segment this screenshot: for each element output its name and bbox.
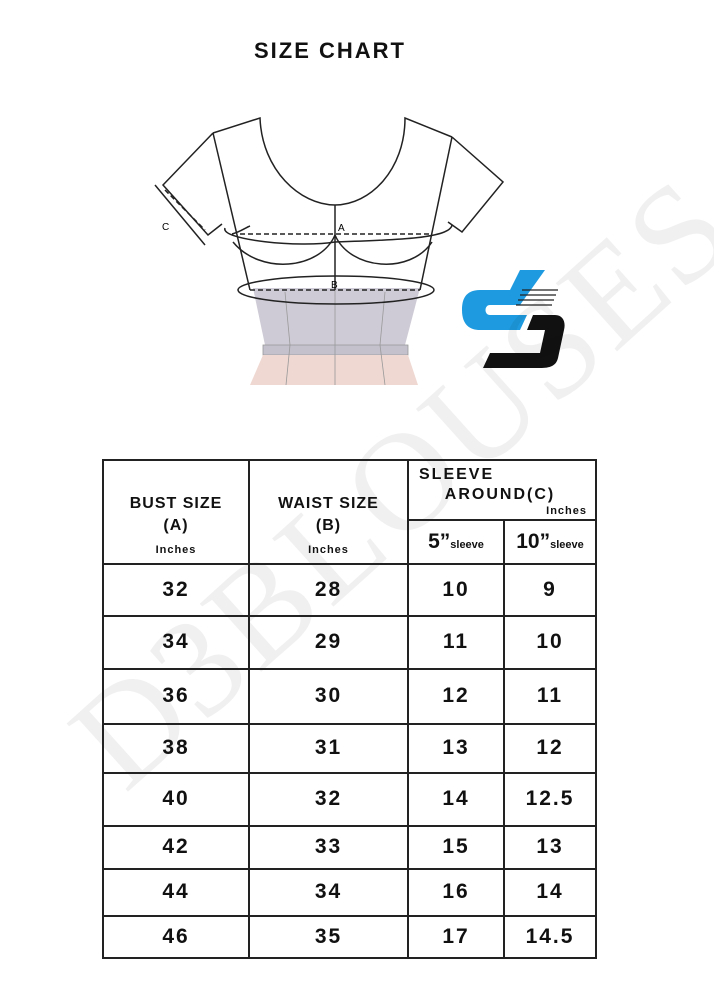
table-cell: 14	[503, 867, 597, 917]
table-cell: 17	[407, 914, 505, 959]
table-cell: 36	[102, 667, 250, 725]
size-table: BUST SIZE (A) Inches WAIST SIZE (B) Inches S…	[102, 459, 597, 959]
header-5-sleeve: 5”sleeve	[407, 518, 505, 565]
page-title: SIZE CHART	[254, 38, 406, 63]
table-row: 46 35 17 14.5	[102, 914, 597, 959]
table-cell: 16	[407, 867, 505, 917]
header-sleeve: SLEEVE AROUND(C) Inches	[407, 459, 597, 521]
table-cell: 13	[407, 722, 505, 774]
table-cell: 42	[102, 824, 250, 870]
table-cell: 32	[102, 562, 250, 617]
header-bust: BUST SIZE (A) Inches	[102, 459, 250, 565]
table-cell: 14.5	[503, 914, 597, 959]
blouse-diagram: A B C	[154, 116, 565, 386]
table-row: 44 34 16 14	[102, 867, 597, 917]
table-cell: 46	[102, 914, 250, 959]
table-cell: 11	[407, 614, 505, 670]
table-cell: 12.5	[503, 771, 597, 827]
table-cell: 14	[407, 771, 505, 827]
table-row: 32 28 10 9	[102, 562, 597, 617]
label-c: C	[162, 222, 169, 233]
header-waist: WAIST SIZE (B) Inches	[248, 459, 409, 565]
skirt-area	[250, 355, 418, 385]
table-cell: 33	[248, 824, 409, 870]
table-row: 40 32 14 12.5	[102, 771, 597, 827]
waist-area	[253, 288, 420, 345]
label-b: B	[331, 280, 338, 291]
table-cell: 10	[407, 562, 505, 617]
table-cell: 30	[248, 667, 409, 725]
table-cell: 28	[248, 562, 409, 617]
label-a: A	[338, 223, 345, 234]
table-row: 42 33 15 13	[102, 824, 597, 870]
table-row: 36 30 12 11	[102, 667, 597, 725]
table-cell: 35	[248, 914, 409, 959]
table-cell: 12	[407, 667, 505, 725]
table-cell: 9	[503, 562, 597, 617]
table-cell: 13	[503, 824, 597, 870]
table-cell: 15	[407, 824, 505, 870]
table-cell: 34	[248, 867, 409, 917]
table-cell: 38	[102, 722, 250, 774]
table-cell: 44	[102, 867, 250, 917]
brand-logo	[462, 270, 565, 368]
table-row: 38 31 13 12	[102, 722, 597, 774]
table-cell: 32	[248, 771, 409, 827]
table-cell: 40	[102, 771, 250, 827]
table-cell: 31	[248, 722, 409, 774]
table-cell: 11	[503, 667, 597, 725]
table-cell: 34	[102, 614, 250, 670]
table-row: 34 29 11 10	[102, 614, 597, 670]
table-cell: 29	[248, 614, 409, 670]
table-cell: 12	[503, 722, 597, 774]
header-10-sleeve: 10”sleeve	[503, 518, 597, 565]
table-cell: 10	[503, 614, 597, 670]
